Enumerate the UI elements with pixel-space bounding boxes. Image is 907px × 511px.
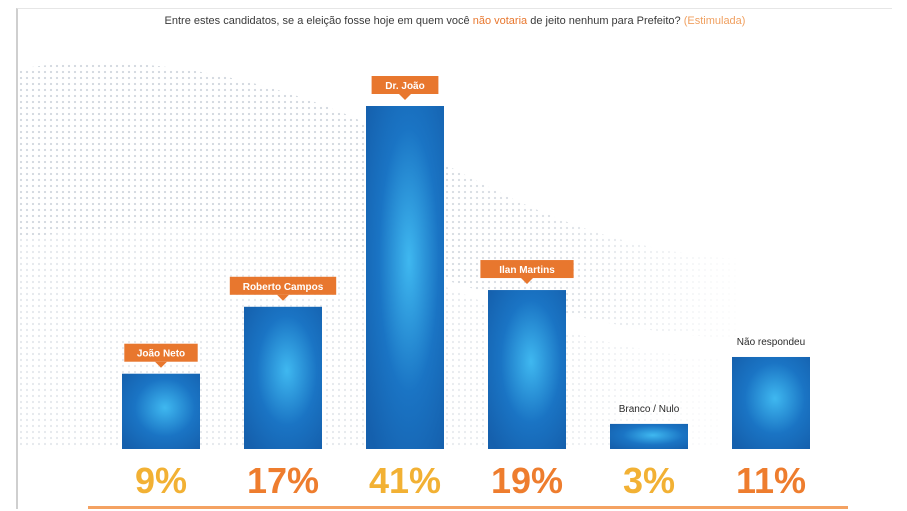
title-part2: de jeito nenhum para Prefeito? bbox=[530, 15, 681, 27]
bar-chart: João Neto 9% Roberto Campos 17% Dr. João 41% I… bbox=[18, 49, 810, 501]
category-label-box-1 bbox=[124, 343, 198, 362]
bar-1 bbox=[122, 373, 200, 449]
category-label-box-4 bbox=[480, 260, 574, 279]
title-part1: Entre estes candidatos, se a eleição fos… bbox=[164, 15, 470, 27]
category-label-pointer-1 bbox=[155, 361, 167, 368]
category-label-box-3 bbox=[371, 76, 439, 94]
category-label-2: Roberto Campos bbox=[243, 282, 324, 293]
bar-6 bbox=[732, 356, 810, 449]
chart-frame: Entre estes candidatos, se a eleição fos… bbox=[16, 8, 892, 509]
category-label-5: Branco / Nulo bbox=[619, 404, 680, 415]
chart-title: Entre estes candidatos, se a eleição fos… bbox=[18, 15, 892, 27]
title-highlight: não votaria bbox=[472, 15, 528, 27]
value-label-5: 3% bbox=[623, 460, 675, 501]
bars-layer: João Neto 9% Roberto Campos 17% Dr. João 41% I… bbox=[122, 76, 810, 501]
title-tag: (Estimulada) bbox=[683, 15, 746, 27]
value-label-3: 41% bbox=[369, 460, 441, 501]
category-label-4: Ilan Martins bbox=[499, 265, 555, 276]
value-label-6: 11% bbox=[736, 460, 806, 501]
category-label-6: Não respondeu bbox=[737, 337, 805, 348]
bar-4 bbox=[488, 290, 566, 449]
category-label-pointer-3 bbox=[399, 94, 411, 100]
category-label-1: João Neto bbox=[137, 349, 185, 360]
bar-3 bbox=[366, 106, 444, 449]
category-label-box-2 bbox=[229, 276, 337, 295]
category-label-pointer-4 bbox=[521, 278, 533, 285]
category-label-3: Dr. João bbox=[385, 81, 424, 92]
bottom-rule bbox=[88, 506, 848, 509]
bar-2 bbox=[244, 306, 322, 449]
value-label-1: 9% bbox=[135, 460, 187, 501]
value-label-4: 19% bbox=[491, 460, 563, 501]
bar-5 bbox=[610, 423, 688, 449]
category-label-pointer-2 bbox=[277, 294, 289, 301]
value-label-2: 17% bbox=[247, 460, 319, 501]
